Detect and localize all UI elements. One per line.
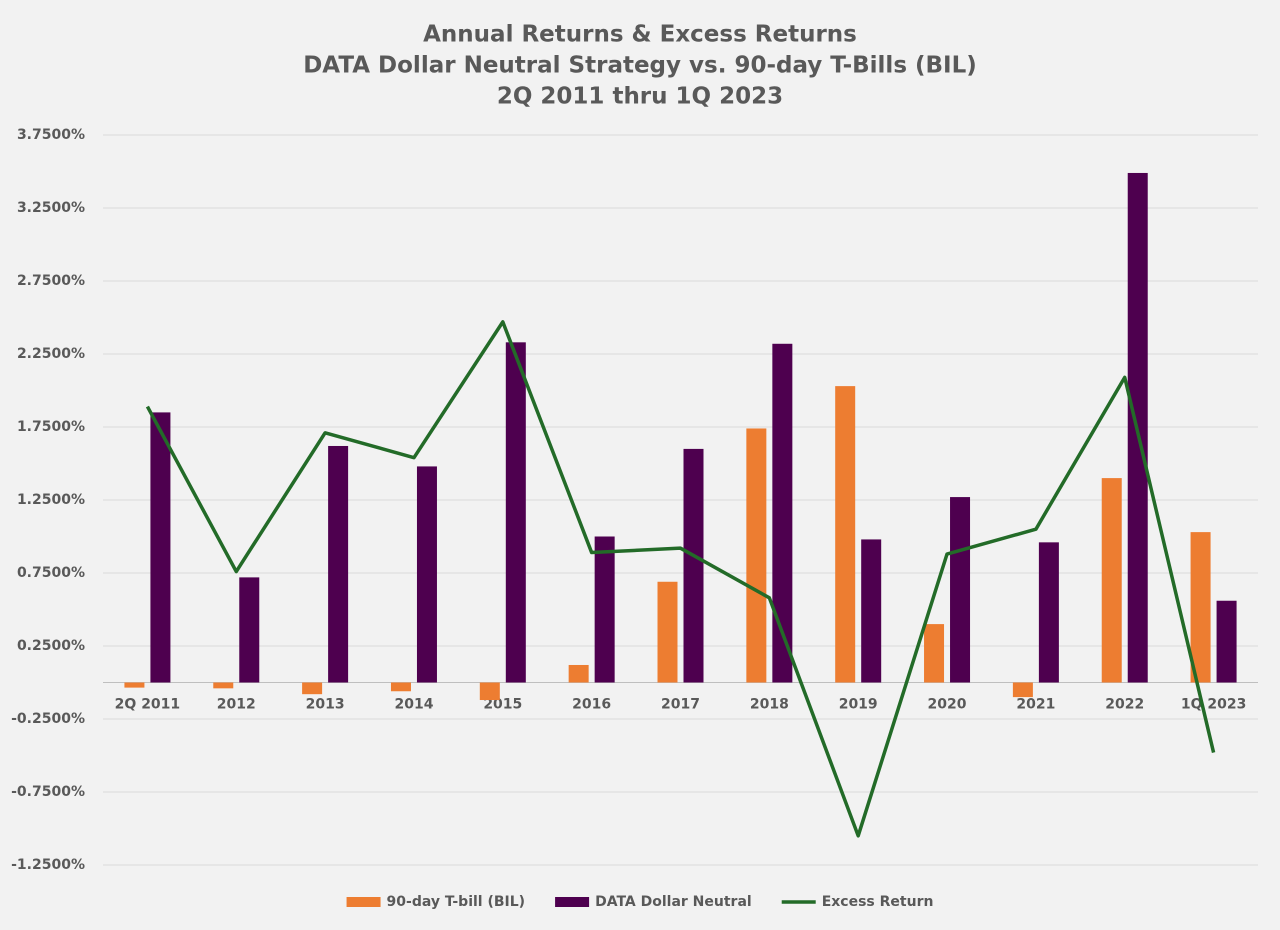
bar <box>924 624 945 683</box>
chart-title: Annual Returns & Excess Returns <box>423 22 857 48</box>
bar <box>416 466 437 683</box>
x-tick-label: 2022 <box>1105 697 1144 713</box>
x-tick-label: 2020 <box>928 697 967 713</box>
y-tick-label: -0.7500% <box>11 784 85 800</box>
bar <box>1216 600 1237 683</box>
x-tick-label: 2017 <box>661 697 700 713</box>
chart-title: 2Q 2011 thru 1Q 2023 <box>497 84 783 110</box>
bar <box>390 682 411 692</box>
chart-title: DATA Dollar Neutral Strategy vs. 90-day … <box>303 53 977 79</box>
x-tick-label: 2018 <box>750 697 789 713</box>
bar <box>950 497 971 683</box>
legend-swatch <box>346 897 381 907</box>
bar <box>657 581 678 683</box>
bar <box>772 343 793 683</box>
bar <box>239 577 260 683</box>
x-tick-label: 2021 <box>1016 697 1055 713</box>
x-tick-label: 2Q 2011 <box>115 697 180 713</box>
bar <box>302 682 323 695</box>
bar <box>746 428 767 683</box>
bar <box>861 539 882 683</box>
x-tick-label: 2012 <box>217 697 256 713</box>
y-tick-label: 1.2500% <box>17 492 85 508</box>
x-tick-label: 1Q 2023 <box>1181 697 1246 713</box>
legend-label: 90-day T-bill (BIL) <box>387 894 526 910</box>
bar <box>505 342 526 683</box>
x-tick-label: 2013 <box>306 697 345 713</box>
bar <box>594 536 615 683</box>
y-tick-label: 1.7500% <box>17 419 85 435</box>
line <box>145 320 1216 838</box>
bar <box>124 682 145 688</box>
legend-swatch <box>555 897 590 907</box>
bar <box>479 682 500 701</box>
bar <box>328 445 349 683</box>
y-tick-label: 0.2500% <box>17 638 85 654</box>
y-tick-label: -1.2500% <box>11 857 85 873</box>
legend-label: Excess Return <box>822 894 934 910</box>
x-tick-label: 2016 <box>572 697 611 713</box>
bar <box>150 412 171 683</box>
y-tick-label: 2.7500% <box>17 273 85 289</box>
bar <box>213 682 234 689</box>
x-tick-label: 2014 <box>394 697 433 713</box>
y-tick-label: -0.2500% <box>11 711 85 727</box>
bar <box>1101 478 1122 683</box>
bar <box>568 664 589 683</box>
bar <box>1012 682 1033 698</box>
y-tick-label: 2.2500% <box>17 346 85 362</box>
bar <box>835 386 856 683</box>
y-tick-label: 0.7500% <box>17 565 85 581</box>
x-tick-label: 2015 <box>483 697 522 713</box>
bar <box>1038 542 1059 683</box>
y-tick-label: 3.2500% <box>17 200 85 216</box>
bar <box>683 448 704 683</box>
y-tick-label: 3.7500% <box>17 127 85 143</box>
x-tick-label: 2019 <box>839 697 878 713</box>
bar <box>1190 532 1211 683</box>
legend-label: DATA Dollar Neutral <box>595 894 752 910</box>
